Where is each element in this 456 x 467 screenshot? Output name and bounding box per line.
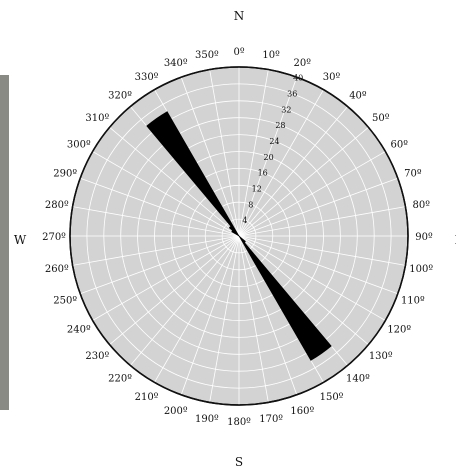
cardinal-north: N xyxy=(234,9,245,23)
radial-tick-16: 16 xyxy=(258,169,268,178)
angle-tick-50: 50º xyxy=(372,113,390,124)
grid-spoke-100 xyxy=(238,235,406,266)
grid-spoke-250 xyxy=(80,235,240,295)
grid-spoke-240 xyxy=(92,235,240,321)
angle-tick-60: 60º xyxy=(390,140,408,151)
petals xyxy=(146,111,332,361)
radial-tick-12: 12 xyxy=(252,185,262,194)
angle-tick-10: 10º xyxy=(262,50,280,61)
angle-tick-280: 280º xyxy=(45,200,69,211)
grid-spoke-80 xyxy=(238,206,406,237)
grid-spoke-110 xyxy=(238,235,398,295)
angle-tick-120: 120º xyxy=(387,325,411,336)
angle-tick-190: 190º xyxy=(195,414,219,425)
grid-spoke-50 xyxy=(238,127,369,237)
polar-grid xyxy=(70,67,408,405)
radial-tick-4: 4 xyxy=(242,216,247,225)
cardinal-west: W xyxy=(14,233,27,247)
angle-tick-30: 30º xyxy=(323,72,341,83)
angle-tick-40: 40º xyxy=(349,90,367,101)
grid-spoke-260 xyxy=(72,235,240,266)
angle-tick-330: 330º xyxy=(135,72,159,83)
angle-tick-320: 320º xyxy=(108,90,132,101)
angle-tick-200: 200º xyxy=(164,406,188,417)
angle-tick-110: 110º xyxy=(401,295,425,306)
grid-spoke-210 xyxy=(154,235,240,383)
grid-spoke-190 xyxy=(209,235,240,403)
angle-tick-0: 0º xyxy=(233,47,244,58)
angle-tick-70: 70º xyxy=(404,169,422,180)
angle-tick-160: 160º xyxy=(290,406,314,417)
grid-spoke-350 xyxy=(209,69,240,237)
background-photo-strip xyxy=(0,75,9,410)
grid-spoke-340 xyxy=(180,77,240,237)
petal-140-150 xyxy=(238,235,332,361)
radial-tick-20: 20 xyxy=(263,153,273,162)
angle-tick-310: 310º xyxy=(85,113,109,124)
angle-tick-150: 150º xyxy=(320,392,344,403)
radial-tick-8: 8 xyxy=(248,200,253,209)
radial-tick-32: 32 xyxy=(281,105,291,114)
grid-spoke-10 xyxy=(238,69,269,237)
angle-tick-180: 180º xyxy=(227,417,251,428)
grid-spoke-70 xyxy=(238,177,398,237)
angle-tick-230: 230º xyxy=(85,351,109,362)
petal-130-140 xyxy=(238,235,246,243)
grid-spoke-310 xyxy=(109,127,240,237)
angle-tick-100: 100º xyxy=(409,264,433,275)
angle-tick-250: 250º xyxy=(53,295,77,306)
angle-tick-210: 210º xyxy=(135,392,159,403)
angle-tick-350: 350º xyxy=(195,50,219,61)
grid-spoke-130 xyxy=(238,235,369,345)
grid-spoke-120 xyxy=(238,235,386,321)
angle-tick-170: 170º xyxy=(259,414,283,425)
plot-outline xyxy=(69,66,409,406)
grid-spoke-30 xyxy=(238,89,324,237)
radial-tick-36: 36 xyxy=(287,90,297,99)
grid-spoke-290 xyxy=(80,177,240,237)
angle-tick-290: 290º xyxy=(53,169,77,180)
grid-spoke-300 xyxy=(92,151,240,237)
grid-spoke-40 xyxy=(238,106,348,237)
angle-tick-labels: 0º 10º 20º 30º 40º 50º 60º 70º 80º 90º 100º 110º 120… xyxy=(42,47,433,428)
angle-tick-240: 240º xyxy=(67,325,91,336)
grid-spoke-60 xyxy=(238,151,386,237)
radial-tick-24: 24 xyxy=(269,137,279,146)
angle-tick-80: 80º xyxy=(412,200,430,211)
angle-tick-130: 130º xyxy=(369,351,393,362)
angle-tick-220: 220º xyxy=(108,374,132,385)
angle-tick-300: 300º xyxy=(67,140,91,151)
angle-tick-20: 20º xyxy=(294,58,312,69)
cardinal-south: S xyxy=(235,455,243,467)
grid-spoke-280 xyxy=(72,206,240,237)
grid-spoke-20 xyxy=(238,77,298,237)
radial-tick-28: 28 xyxy=(275,121,285,130)
angle-tick-90: 90º xyxy=(415,232,433,243)
angle-tick-260: 260º xyxy=(45,264,69,275)
petal-300-310 xyxy=(231,230,240,237)
cardinal-east: E xyxy=(455,233,456,247)
grid-spoke-220 xyxy=(130,235,240,366)
angle-tick-340: 340º xyxy=(164,58,188,69)
grid-spoke-230 xyxy=(109,235,240,345)
petal-320-330 xyxy=(146,111,240,237)
grid-spoke-170 xyxy=(238,235,269,403)
angle-tick-140: 140º xyxy=(346,374,370,385)
grid-spoke-160 xyxy=(238,235,298,395)
grid-spoke-200 xyxy=(180,235,240,395)
angle-tick-270: 270º xyxy=(42,232,66,243)
